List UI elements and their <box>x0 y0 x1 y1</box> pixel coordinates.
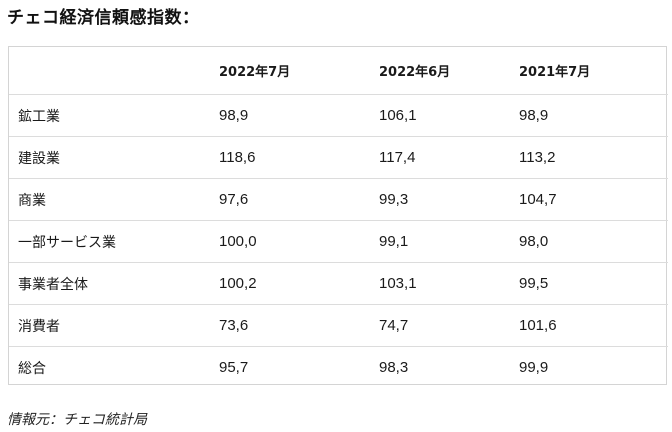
row-label: 事業者全体 <box>9 262 209 305</box>
cell-value: 98,9 <box>509 94 668 137</box>
cell-value: 101,6 <box>509 304 668 347</box>
cell-value: 117,4 <box>369 136 509 179</box>
column-header-jul-2021: 2021年7月 <box>509 47 668 95</box>
page-title: チェコ経済信頼感指数： <box>7 8 200 28</box>
table-row: 商業 97,6 99,3 104,7 <box>9 178 668 221</box>
column-header-category <box>9 47 209 95</box>
table-header-row: 2022年7月 2022年6月 2021年7月 <box>9 47 668 95</box>
cell-value: 113,2 <box>509 136 668 179</box>
cell-value: 97,6 <box>209 178 369 221</box>
cell-value: 99,9 <box>519 359 549 376</box>
row-label: 建設業 <box>9 136 209 179</box>
cell-value: 99,3 <box>369 178 509 221</box>
confidence-index-table: 2022年7月 2022年6月 2021年7月 鉱工業 98,9 106,1 9… <box>9 47 668 388</box>
row-label: 総合 <box>18 360 46 377</box>
cell-value: 99,5 <box>509 262 668 305</box>
cell-value: 98,0 <box>509 220 668 263</box>
table-row: 一部サービス業 100,0 99,1 98,0 <box>9 220 668 263</box>
source-note: 情報元：チェコ統計局 <box>7 412 147 428</box>
cell-value: 99,1 <box>369 220 509 263</box>
cell-value: 100,2 <box>209 262 369 305</box>
table-row: 総合 95,7 98,3 99,9 <box>9 347 668 389</box>
column-header-jun-2022: 2022年6月 <box>369 47 509 95</box>
row-label: 消費者 <box>9 304 209 347</box>
table-row: 消費者 73,6 74,7 101,6 <box>9 304 668 347</box>
table-row: 鉱工業 98,9 106,1 98,9 <box>9 94 668 137</box>
table-row: 事業者全体 100,2 103,1 99,5 <box>9 262 668 305</box>
cell-value: 74,7 <box>369 304 509 347</box>
row-label: 鉱工業 <box>9 94 209 137</box>
cell-value: 118,6 <box>209 136 369 179</box>
row-label: 一部サービス業 <box>9 220 209 263</box>
cell-value: 104,7 <box>509 178 668 221</box>
cell-value: 95,7 <box>219 359 249 376</box>
cell-value: 98,3 <box>379 359 409 376</box>
row-label: 商業 <box>9 178 209 221</box>
cell-value: 106,1 <box>369 94 509 137</box>
index-table-container: 2022年7月 2022年6月 2021年7月 鉱工業 98,9 106,1 9… <box>8 46 668 388</box>
cell-value: 100,0 <box>209 220 369 263</box>
cell-value: 98,9 <box>209 94 369 137</box>
cell-value: 73,6 <box>209 304 369 347</box>
column-header-jul-2022: 2022年7月 <box>209 47 369 95</box>
cell-value: 103,1 <box>369 262 509 305</box>
table-row: 建設業 118,6 117,4 113,2 <box>9 136 668 179</box>
